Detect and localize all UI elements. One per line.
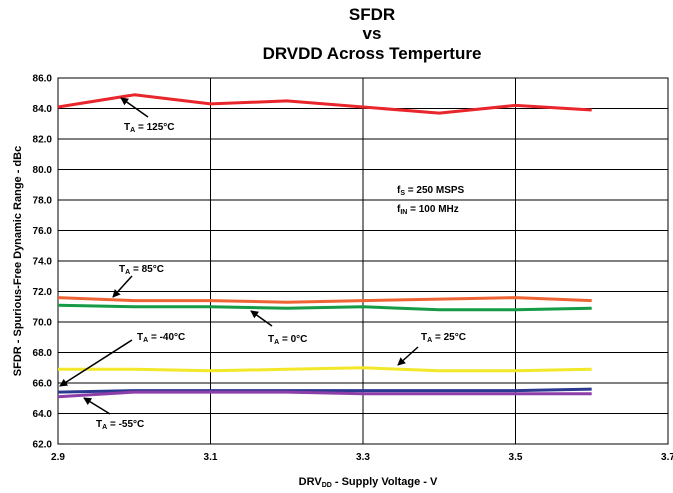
chart-title-line-1: SFDR <box>349 5 395 24</box>
x-axis-label-main: DRV <box>299 476 323 488</box>
chart-title-line-3: DRVDD Across Temperture <box>263 44 482 63</box>
annotation-25c-group: TA = 25°C <box>397 332 466 366</box>
annotation-125c-arrow <box>120 97 149 118</box>
y-tick-label: 64.0 <box>33 409 53 420</box>
x-axis-label-sub: DD <box>322 482 332 489</box>
y-tick-label: 68.0 <box>33 348 53 359</box>
x-tick-label: 3.1 <box>204 452 218 463</box>
annotation-0c: TA = 0°C <box>268 334 307 346</box>
annotation-85c-sub: A <box>125 269 130 276</box>
chart-title-line-2: vs <box>363 24 382 43</box>
y-tick-label: 66.0 <box>33 379 53 390</box>
x-axis-label: DRVDD - Supply Voltage - V <box>299 476 438 489</box>
annotation-125c-group: TA = 125°C <box>120 97 174 134</box>
y-tick-label: 70.0 <box>33 318 53 329</box>
annotation-0c-arrow <box>250 310 273 327</box>
annotation-125c-rest: = 125°C <box>135 122 174 133</box>
annotation-minus40c-arrow <box>59 339 133 387</box>
y-tick-label: 82.0 <box>33 135 53 146</box>
annotation-minus55c: TA = -55°C <box>96 419 144 431</box>
annotation-125c-sub: A <box>130 127 135 134</box>
y-axis-label: SFDR - Spurious-Free Dynamic Range - dBc <box>12 146 24 376</box>
grid-lines <box>58 78 668 444</box>
annotation-minus40c-rest: = -40°C <box>148 332 185 343</box>
y-tick-label: 62.0 <box>33 440 53 451</box>
condition-fs-sub: S <box>400 190 405 197</box>
y-tick-label: 80.0 <box>33 165 53 176</box>
annotation-85c-rest: = 85°C <box>130 264 164 275</box>
condition-fin-sub: IN <box>400 209 407 216</box>
annotation-minus55c-arrow <box>83 397 111 415</box>
series-line-0 <box>57 93 592 115</box>
annotation-85c-main: T <box>119 264 125 275</box>
y-tick-label: 72.0 <box>33 287 53 298</box>
y-tick-label: 86.0 <box>33 74 53 85</box>
annotation-85c: TA = 85°C <box>119 264 164 276</box>
annotation-0c-rest: = 0°C <box>279 334 307 345</box>
annotation-minus40c-main: T <box>137 332 143 343</box>
condition-fs-main: f <box>397 185 401 196</box>
x-axis-label-rest: - Supply Voltage - V <box>332 476 438 488</box>
x-tick-label: 2.9 <box>51 452 65 463</box>
x-tick-label: 3.7 <box>661 452 673 463</box>
annotation-25c-arrow <box>397 346 419 366</box>
annotation-minus55c-main: T <box>96 419 102 430</box>
x-tick-label: 3.3 <box>356 452 370 463</box>
annotation-minus55c-rest: = -55°C <box>107 419 144 430</box>
y-tick-label: 84.0 <box>33 104 53 115</box>
condition-fin: fIN = 100 MHz <box>397 204 459 216</box>
annotation-125c: TA = 125°C <box>124 122 174 134</box>
annotation-minus40c-group: TA = -40°C <box>59 332 185 387</box>
x-tick-labels: 2.9 3.1 3.3 3.5 3.7 <box>51 452 673 463</box>
condition-fs: fS = 250 MSPS <box>397 185 465 197</box>
annotation-minus55c-group: TA = -55°C <box>83 397 144 431</box>
annotation-125c-main: T <box>124 122 130 133</box>
series-lines <box>57 93 592 399</box>
series-line-5 <box>57 390 592 399</box>
annotation-85c-group: TA = 85°C <box>112 264 164 298</box>
annotation-minus40c: TA = -40°C <box>137 332 185 344</box>
y-tick-label: 74.0 <box>33 257 53 268</box>
annotation-0c-sub: A <box>274 339 279 346</box>
series-line-2 <box>57 303 592 312</box>
annotation-minus40c-sub: A <box>143 337 148 344</box>
y-tick-label: 76.0 <box>33 226 53 237</box>
condition-fin-main: f <box>397 204 401 215</box>
y-tick-label: 78.0 <box>33 196 53 207</box>
annotation-25c-sub: A <box>427 337 432 344</box>
y-tick-labels: 62.0 64.0 66.0 68.0 70.0 72.0 74.0 76.0 78.0 80.0… <box>33 74 53 451</box>
series-line-1 <box>57 296 592 304</box>
annotation-85c-arrow <box>112 275 133 298</box>
annotation-0c-main: T <box>268 334 274 345</box>
annotation-0c-group: TA = 0°C <box>250 310 307 346</box>
x-tick-label: 3.5 <box>509 452 523 463</box>
annotation-minus55c-sub: A <box>102 424 107 431</box>
annotation-25c-rest: = 25°C <box>432 332 466 343</box>
condition-fin-rest: = 100 MHz <box>407 204 458 215</box>
annotation-25c-main: T <box>421 332 427 343</box>
condition-fs-rest: = 250 MSPS <box>405 185 465 196</box>
annotation-25c: TA = 25°C <box>421 332 466 344</box>
series-line-3 <box>58 366 592 373</box>
